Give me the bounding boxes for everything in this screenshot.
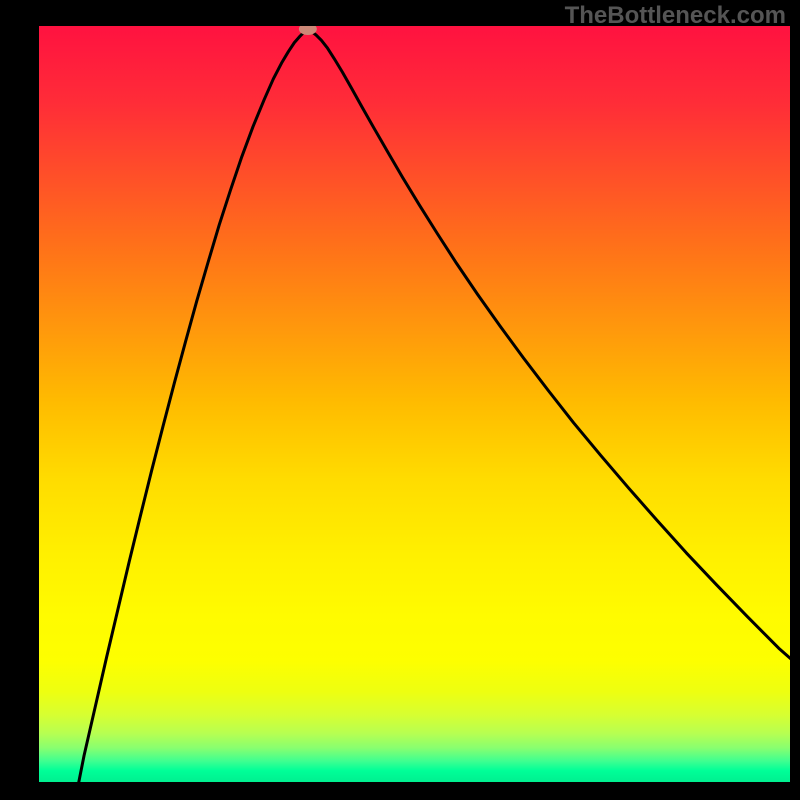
frame-border (790, 0, 800, 800)
plot-area (39, 26, 790, 782)
watermark-text: TheBottleneck.com (565, 2, 786, 30)
frame-border (0, 782, 800, 800)
min-marker (299, 26, 317, 35)
frame-border (0, 0, 39, 800)
curve-layer (39, 26, 790, 782)
v-curve (77, 31, 790, 782)
